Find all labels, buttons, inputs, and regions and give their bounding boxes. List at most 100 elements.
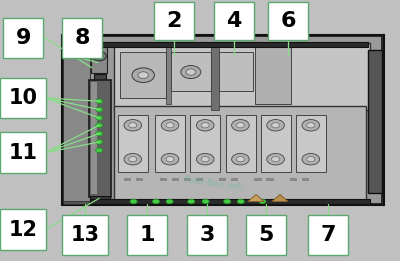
Bar [90,42,368,47]
Text: 9: 9 [16,28,31,48]
Circle shape [188,199,195,204]
Bar [255,47,291,104]
Circle shape [96,116,103,120]
Circle shape [96,54,103,58]
Bar [368,50,382,193]
Bar [62,215,108,255]
Circle shape [201,123,209,128]
Bar [63,55,90,204]
Circle shape [166,123,174,128]
Circle shape [132,68,154,82]
Circle shape [302,120,320,131]
Bar [308,215,348,255]
Bar [219,178,226,181]
Bar [0,209,46,250]
Bar [62,18,102,58]
Bar [118,115,148,172]
Bar [190,115,220,172]
Circle shape [237,199,244,204]
Text: 12: 12 [9,220,38,240]
Bar [89,80,111,197]
Bar [3,18,43,58]
Bar [246,215,286,255]
Bar [166,47,171,104]
Text: 11: 11 [9,143,38,163]
Circle shape [124,120,142,131]
Circle shape [96,148,103,153]
Bar [136,178,143,181]
Bar [211,43,219,110]
Circle shape [224,199,231,204]
Bar [268,2,308,40]
Bar [226,115,256,172]
Text: Fuse-Box.info: Fuse-Box.info [183,175,245,193]
Bar [0,133,46,173]
Circle shape [232,153,249,165]
Circle shape [272,157,280,162]
Circle shape [161,120,179,131]
Polygon shape [248,194,264,201]
Bar [65,37,381,203]
Text: 1: 1 [140,225,155,245]
Bar [160,178,167,181]
Circle shape [267,153,284,165]
Circle shape [152,199,160,204]
Bar [120,52,166,98]
Circle shape [259,199,266,204]
Bar [290,178,297,181]
Bar [155,115,185,172]
Circle shape [272,123,280,128]
Circle shape [92,51,106,61]
Bar [127,215,167,255]
Circle shape [236,157,244,162]
Text: 8: 8 [74,28,90,48]
Bar [114,43,370,110]
Bar [154,2,194,40]
Bar [214,2,254,40]
Text: 13: 13 [71,225,100,245]
Bar [172,178,179,181]
Bar [114,106,366,201]
Text: 10: 10 [9,88,38,108]
Circle shape [232,120,249,131]
Circle shape [138,72,148,79]
Bar [254,178,262,181]
Text: 3: 3 [200,225,215,245]
Circle shape [166,199,173,204]
Bar [62,35,384,205]
Text: 7: 7 [320,225,336,245]
Circle shape [96,131,103,136]
Circle shape [302,153,320,165]
Bar [187,215,227,255]
Bar [261,115,291,172]
Polygon shape [272,194,288,201]
Bar [0,78,46,118]
Text: 5: 5 [258,225,274,245]
Circle shape [96,140,103,144]
Bar [231,178,238,181]
Bar [63,201,90,204]
Bar [296,115,326,172]
Circle shape [201,157,209,162]
Circle shape [96,107,103,112]
Text: 2: 2 [166,11,182,31]
Bar [124,178,131,181]
Circle shape [130,199,137,204]
Bar [171,52,211,91]
Circle shape [129,157,137,162]
Bar [91,82,97,194]
Circle shape [236,123,244,128]
Circle shape [124,153,142,165]
Circle shape [307,123,315,128]
Bar [266,178,274,181]
Bar [90,196,110,204]
Circle shape [267,120,284,131]
Bar [91,46,107,73]
Text: 6: 6 [280,11,296,31]
Bar [302,178,309,181]
Circle shape [96,123,103,128]
Circle shape [96,99,103,104]
Bar [196,178,203,181]
Text: 4: 4 [226,11,242,31]
Circle shape [196,153,214,165]
